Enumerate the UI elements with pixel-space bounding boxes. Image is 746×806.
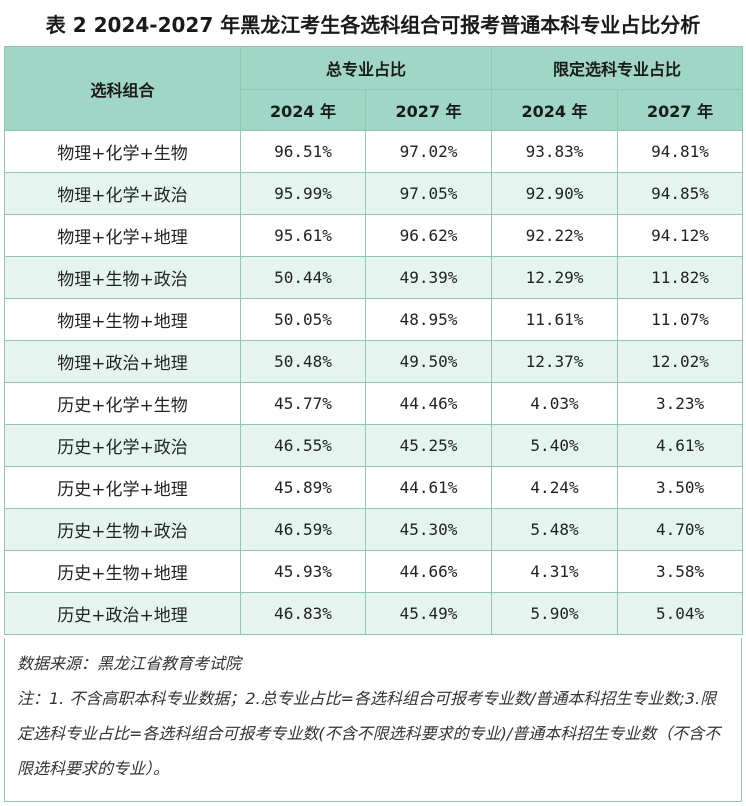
value-cell: 97.05% xyxy=(364,172,493,215)
header-total-share: 总专业占比 xyxy=(239,46,493,90)
header-restricted-share: 限定选科专业占比 xyxy=(491,46,744,90)
value-cell: 49.39% xyxy=(364,256,493,299)
value-cell: 94.81% xyxy=(617,130,744,173)
value-cell: 3.58% xyxy=(617,550,744,593)
notes-section: 数据来源：黑龙江省教育考试院 注：1. 不含高职本科专业数据；2.总专业占比=各… xyxy=(4,638,742,802)
value-cell: 5.04% xyxy=(617,592,744,635)
value-cell: 3.23% xyxy=(617,382,744,425)
table-row: 历史+政治+地理 46.83% 45.49% 5.90% 5.04% xyxy=(4,592,744,635)
value-cell: 5.40% xyxy=(491,424,619,467)
value-cell: 12.29% xyxy=(491,256,619,299)
value-cell: 11.82% xyxy=(617,256,744,299)
combo-cell: 历史+政治+地理 xyxy=(4,592,241,635)
table-row: 物理+政治+地理 50.48% 49.50% 12.37% 12.02% xyxy=(4,340,744,383)
value-cell: 46.55% xyxy=(240,424,366,467)
header-year: 2027 年 xyxy=(364,89,493,131)
value-cell: 94.12% xyxy=(617,214,744,257)
header-combo: 选科组合 xyxy=(4,46,241,131)
value-cell: 45.49% xyxy=(364,592,493,635)
data-source: 数据来源：黑龙江省教育考试院 xyxy=(17,654,242,673)
table-body: 物理+化学+生物 96.51% 97.02% 93.83% 94.81% 物理+化学+政治… xyxy=(4,130,744,635)
value-cell: 4.70% xyxy=(617,508,744,551)
value-cell: 3.50% xyxy=(617,466,744,509)
combo-cell: 物理+生物+地理 xyxy=(4,298,241,341)
value-cell: 4.61% xyxy=(617,424,744,467)
table-row: 物理+化学+政治 95.99% 97.05% 92.90% 94.85% xyxy=(4,172,744,215)
value-cell: 5.90% xyxy=(491,592,619,635)
table-title: 表 2 2024-2027 年黑龙江考生各选科组合可报考普通本科专业占比分析 xyxy=(45,12,701,37)
value-cell: 4.03% xyxy=(491,382,619,425)
combo-cell: 物理+生物+政治 xyxy=(4,256,241,299)
value-cell: 12.02% xyxy=(617,340,744,383)
value-cell: 97.02% xyxy=(364,130,493,173)
value-cell: 94.85% xyxy=(617,172,744,215)
value-cell: 44.46% xyxy=(364,382,493,425)
value-cell: 44.66% xyxy=(364,550,493,593)
value-cell: 45.30% xyxy=(364,508,493,551)
value-cell: 95.99% xyxy=(240,172,366,215)
value-cell: 12.37% xyxy=(491,340,619,383)
value-cell: 50.48% xyxy=(240,340,366,383)
table-row: 历史+生物+政治 46.59% 45.30% 5.48% 4.70% xyxy=(4,508,744,551)
value-cell: 96.51% xyxy=(240,130,366,173)
value-cell: 45.93% xyxy=(240,550,366,593)
value-cell: 44.61% xyxy=(364,466,493,509)
data-table: 选科组合 总专业占比 限定选科专业占比 2024 年 2027 年 2024 年… xyxy=(4,46,744,635)
value-cell: 93.83% xyxy=(491,130,619,173)
combo-cell: 历史+生物+政治 xyxy=(4,508,241,551)
combo-cell: 历史+生物+地理 xyxy=(4,550,241,593)
value-cell: 92.22% xyxy=(491,214,619,257)
value-cell: 45.89% xyxy=(240,466,366,509)
value-cell: 96.62% xyxy=(364,214,493,257)
combo-cell: 历史+化学+地理 xyxy=(4,466,241,509)
value-cell: 92.90% xyxy=(491,172,619,215)
value-cell: 48.95% xyxy=(364,298,493,341)
table-row: 物理+化学+生物 96.51% 97.02% 93.83% 94.81% xyxy=(4,130,744,173)
table-row: 物理+化学+地理 95.61% 96.62% 92.22% 94.12% xyxy=(4,214,744,257)
combo-cell: 物理+化学+生物 xyxy=(4,130,241,173)
combo-cell: 物理+政治+地理 xyxy=(4,340,241,383)
table-row: 历史+化学+地理 45.89% 44.61% 4.24% 3.50% xyxy=(4,466,744,509)
combo-cell: 历史+化学+政治 xyxy=(4,424,241,467)
combo-cell: 物理+化学+政治 xyxy=(4,172,241,215)
value-cell: 50.44% xyxy=(240,256,366,299)
value-cell: 5.48% xyxy=(491,508,619,551)
value-cell: 45.25% xyxy=(364,424,493,467)
table-row: 历史+化学+政治 46.55% 45.25% 5.40% 4.61% xyxy=(4,424,744,467)
header-year: 2024 年 xyxy=(491,89,619,131)
header-year: 2027 年 xyxy=(617,89,744,131)
header-year: 2024 年 xyxy=(240,89,366,131)
value-cell: 49.50% xyxy=(364,340,493,383)
value-cell: 45.77% xyxy=(240,382,366,425)
value-cell: 46.59% xyxy=(240,508,366,551)
value-cell: 11.07% xyxy=(617,298,744,341)
table-row: 物理+生物+地理 50.05% 48.95% 11.61% 11.07% xyxy=(4,298,744,341)
value-cell: 11.61% xyxy=(491,298,619,341)
table-row: 历史+化学+生物 45.77% 44.46% 4.03% 3.23% xyxy=(4,382,744,425)
value-cell: 4.31% xyxy=(491,550,619,593)
value-cell: 46.83% xyxy=(240,592,366,635)
value-cell: 95.61% xyxy=(240,214,366,257)
table-row: 历史+生物+地理 45.93% 44.66% 4.31% 3.58% xyxy=(4,550,744,593)
table-row: 物理+生物+政治 50.44% 49.39% 12.29% 11.82% xyxy=(4,256,744,299)
combo-cell: 物理+化学+地理 xyxy=(4,214,241,257)
combo-cell: 历史+化学+生物 xyxy=(4,382,241,425)
value-cell: 4.24% xyxy=(491,466,619,509)
value-cell: 50.05% xyxy=(240,298,366,341)
footnote: 注：1. 不含高职本科专业数据；2.总专业占比=各选科组合可报考专业数/普通本科… xyxy=(17,689,721,778)
